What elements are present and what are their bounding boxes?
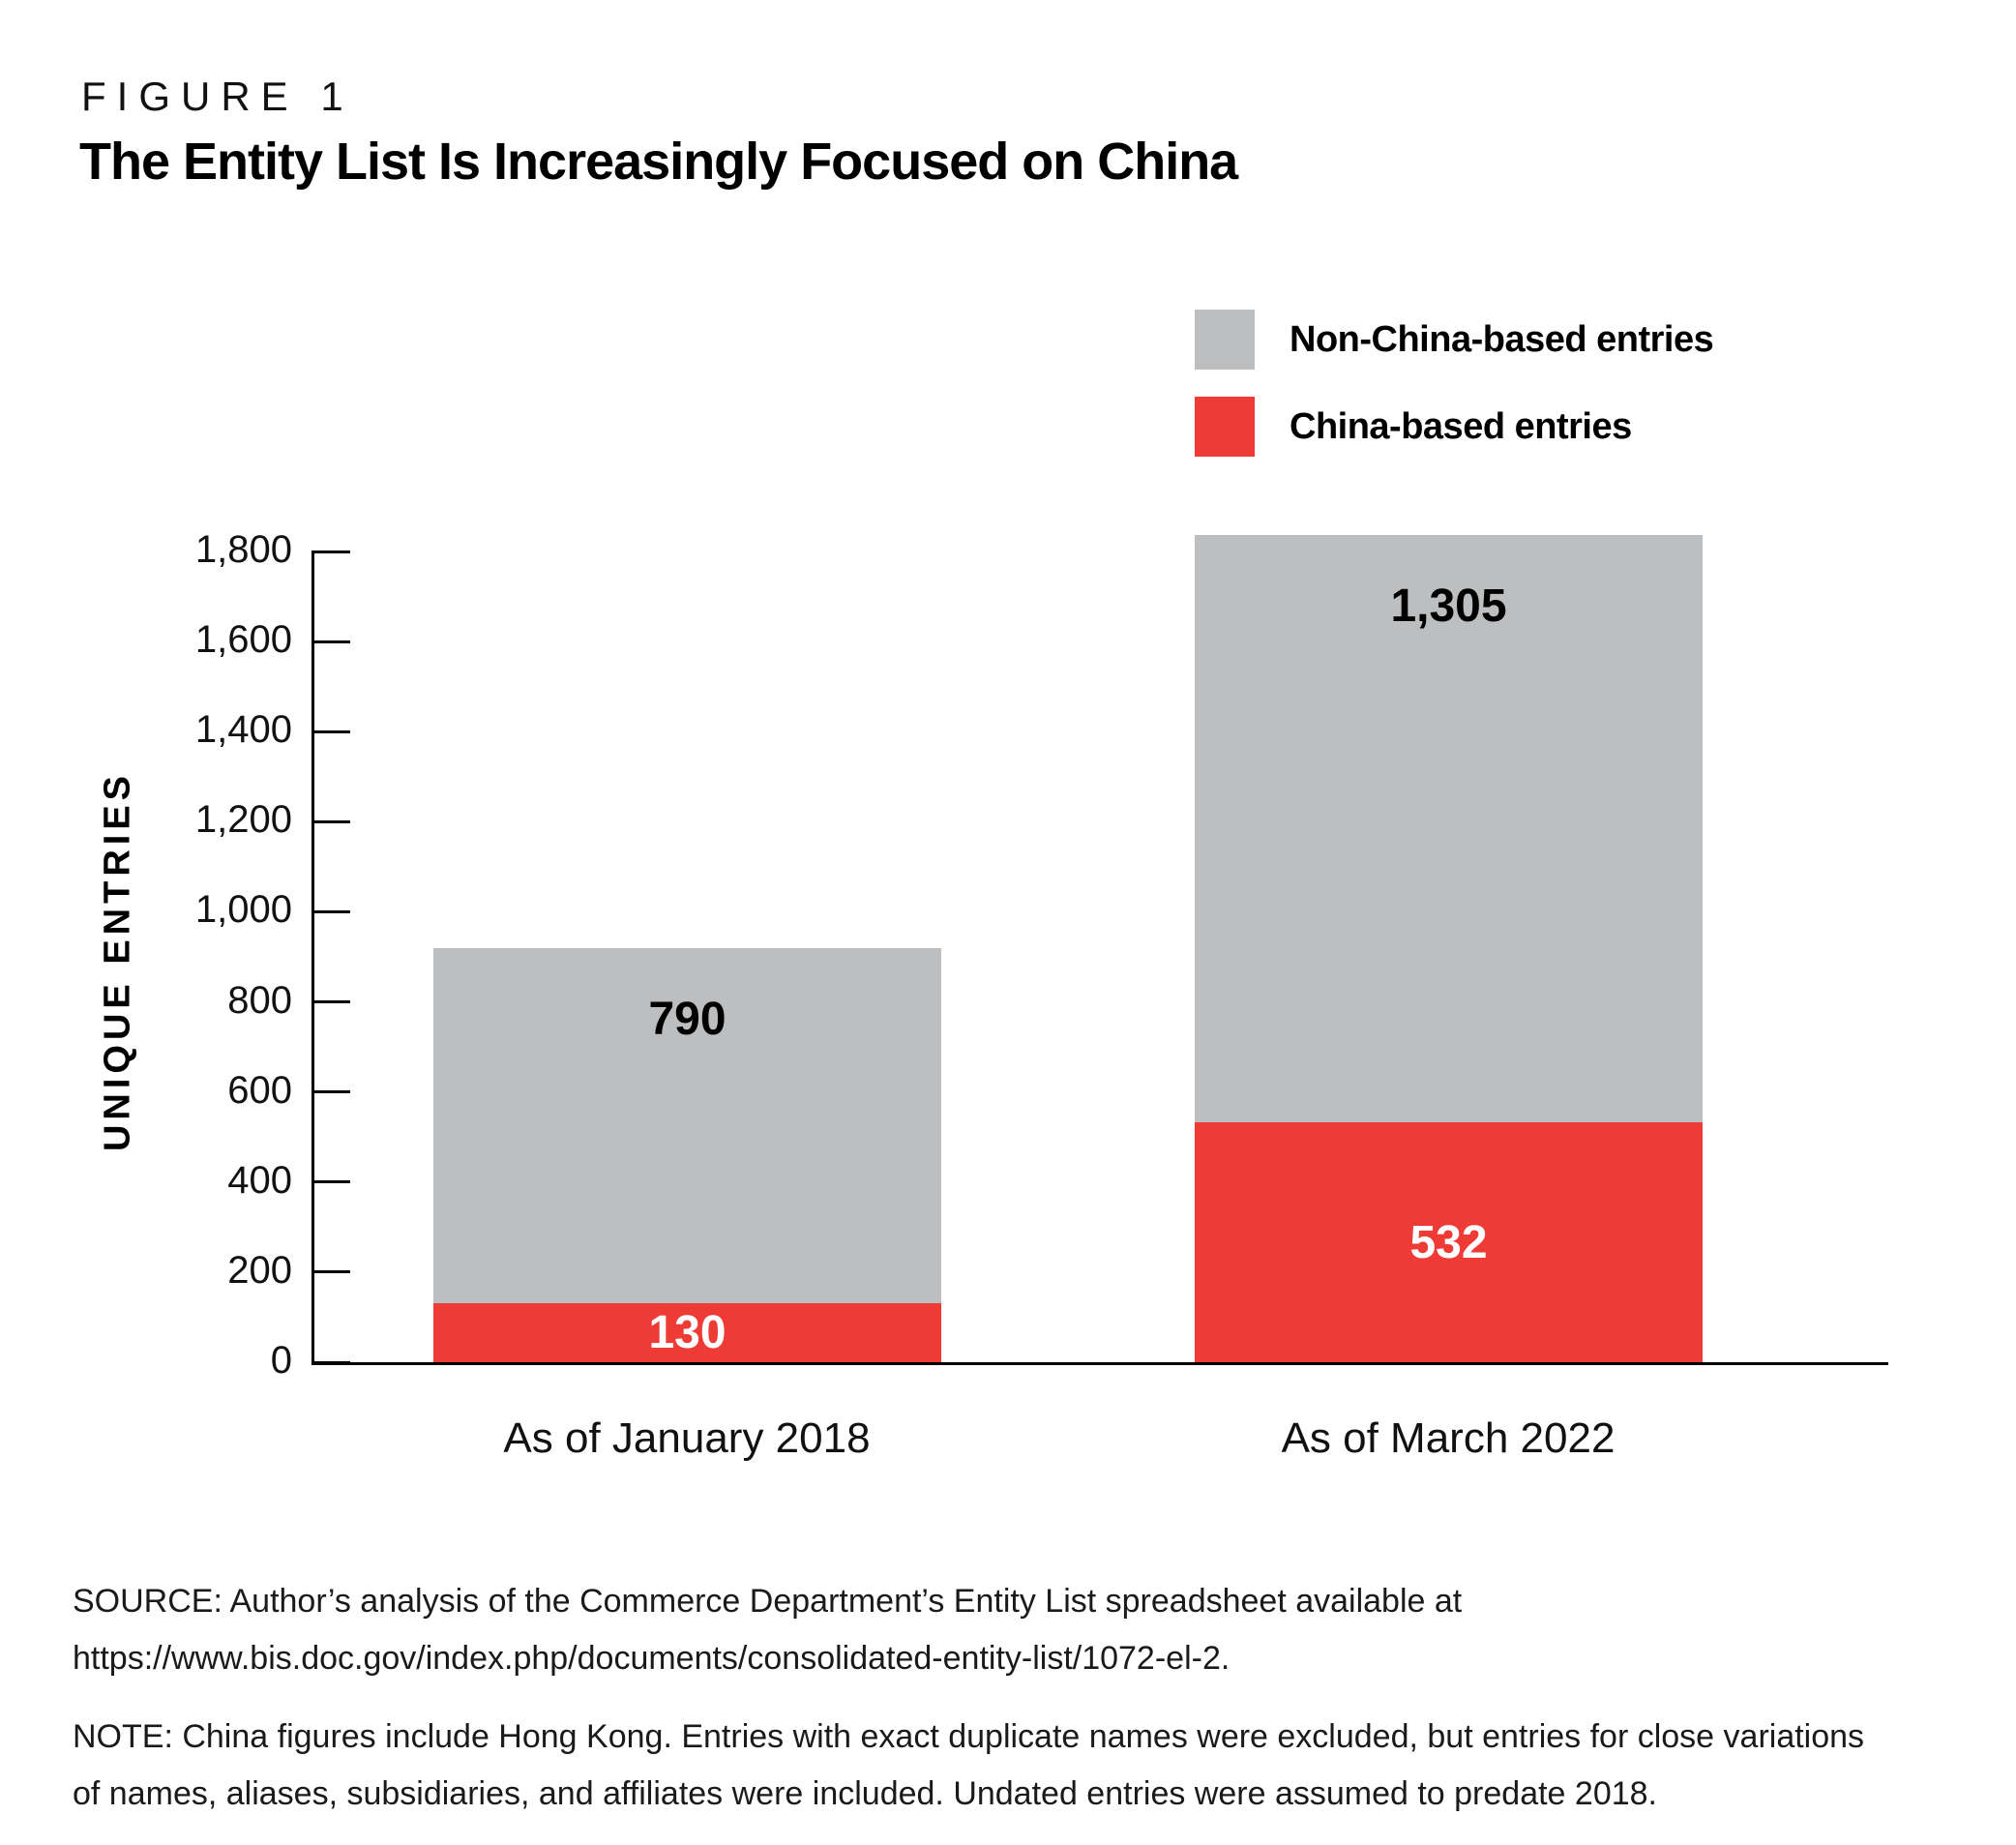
y-tick-label: 400 [227,1158,292,1202]
bar-segment-china: 532 [1195,1122,1703,1362]
legend: Non-China-based entries China-based entr… [1195,310,1930,484]
y-tick-label: 200 [227,1248,292,1292]
y-tick-mark [311,1090,350,1094]
y-tick-mark [311,1180,350,1184]
y-tick-mark [311,640,350,643]
methodology-note: NOTE: China figures include Hong Kong. E… [73,1709,1864,1823]
category-label-2022: As of March 2022 [1281,1414,1616,1462]
bar-segment-non-china [1195,534,1703,1123]
y-tick-label: 1,200 [194,798,292,842]
figure-number-label: FIGURE 1 [81,74,354,119]
y-tick-label: 1,400 [194,708,292,752]
y-axis-title: UNIQUE ENTRIES [97,770,138,1152]
y-tick-label: 600 [227,1068,292,1112]
y-tick-mark [311,729,350,733]
y-tick-mark [311,1000,350,1004]
category-label-2018: As of January 2018 [503,1414,871,1462]
y-tick-label: 800 [227,978,292,1022]
value-label-china: 532 [1409,1216,1488,1268]
legend-item-china: China-based entries [1195,397,1930,457]
non-china-swatch-icon [1195,310,1255,370]
chart-title: The Entity List Is Increasingly Focused … [79,133,1238,191]
legend-item-non-china: Non-China-based entries [1195,310,1930,370]
source-line: https://www.bis.doc.gov/index.php/docume… [73,1640,1230,1677]
y-tick-label: 1,600 [194,618,292,662]
y-tick-label: 1,000 [194,888,292,932]
y-tick-mark [311,550,350,553]
bar-segment-non-china [433,947,941,1304]
source-line: SOURCE: Author’s analysis of the Commerc… [73,1583,1463,1620]
value-label-china: 130 [648,1307,726,1359]
legend-label-china: China-based entries [1290,405,1632,447]
y-tick-mark [311,909,350,913]
y-tick-mark [311,1270,350,1274]
y-tick-label: 0 [270,1339,292,1382]
note-line: of names, aliases, subsidiaries, and aff… [73,1775,1657,1812]
bar-segment-china: 130 [433,1303,941,1362]
y-tick-label: 1,800 [194,528,292,571]
value-label-non-china: 1,305 [1390,580,1507,632]
legend-label-non-china: Non-China-based entries [1290,318,1714,360]
y-tick-mark [311,819,350,823]
source-note: SOURCE: Author’s analysis of the Commerc… [73,1573,1462,1687]
value-label-non-china: 790 [648,993,726,1045]
note-line: NOTE: China figures include Hong Kong. E… [73,1718,1865,1755]
china-swatch-icon [1195,397,1255,457]
x-axis-line [311,1362,1888,1365]
y-axis-line [311,551,314,1365]
